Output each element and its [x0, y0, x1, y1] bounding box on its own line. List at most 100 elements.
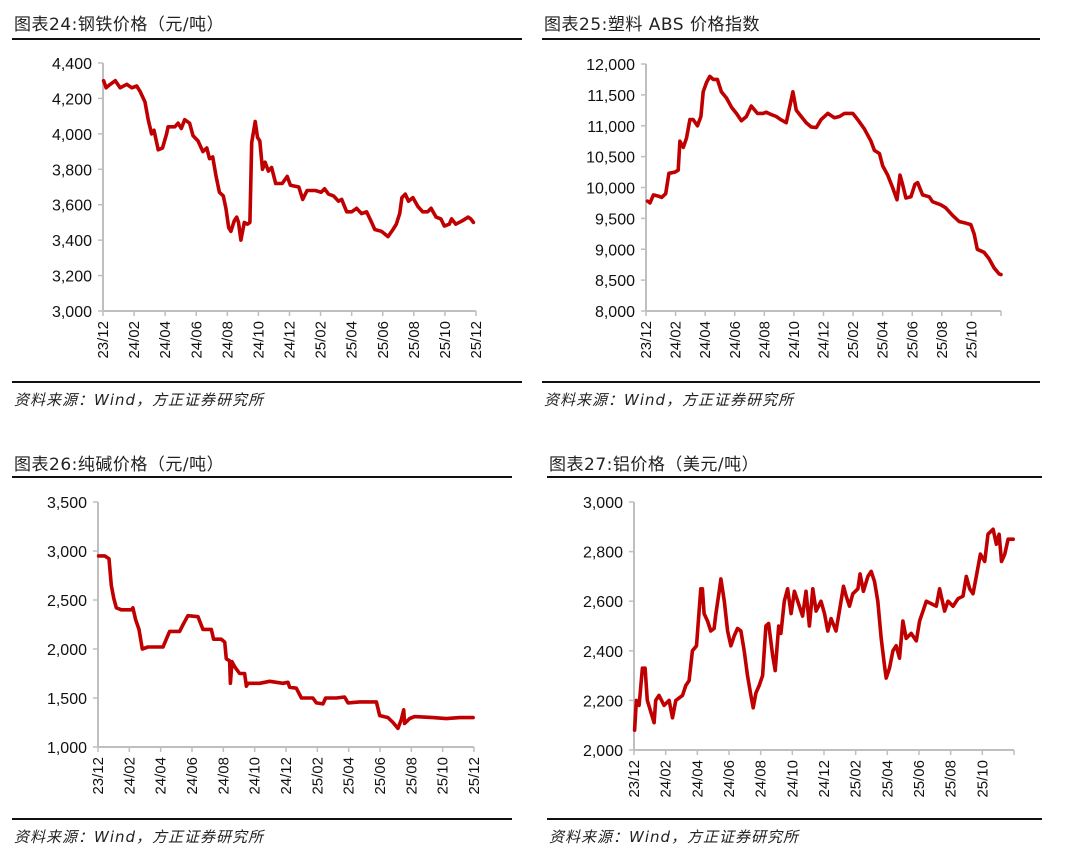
- chart-26-x-tick-label: 25/12: [466, 757, 483, 795]
- chart-26-x-tick-label: 24/04: [153, 757, 170, 795]
- chart-24-y-tick-label: 3,600: [52, 198, 92, 215]
- chart-25-x-tick-label: 24/04: [697, 321, 714, 359]
- chart-25-y-tick-label: 12,000: [586, 57, 635, 74]
- chart-26-y-tick-label: 2,000: [47, 642, 87, 659]
- chart-25-x-tick-label: 25/06: [904, 321, 921, 359]
- chart-25-x-tick-label: 25/02: [845, 321, 862, 359]
- chart-27-x-tick-label: 24/10: [784, 760, 801, 798]
- chart-27-x-tick-label: 24/12: [816, 760, 833, 798]
- chart-26-x-tick-label: 25/04: [341, 757, 358, 795]
- chart-27-source: 资料来源：Wind，方正证券研究所: [549, 828, 800, 846]
- chart-25-x-tick-label: 24/06: [727, 321, 744, 359]
- chart-27-top-rule: [547, 476, 1042, 478]
- chart-26-top-rule: [12, 476, 512, 478]
- chart-26-x-tick-label: 23/12: [90, 757, 107, 795]
- chart-24-x-tick-label: 24/10: [250, 321, 267, 359]
- chart-24-x-tick-label: 25/06: [375, 321, 392, 359]
- chart-25-y-tick-label: 8,000: [595, 304, 635, 321]
- chart-25-x-tick-label: 24/08: [756, 321, 773, 359]
- chart-24-title: 图表24:钢铁价格（元/吨）: [14, 15, 225, 35]
- chart-26-bottom-rule: [12, 818, 512, 820]
- chart-24-x-tick-label: 24/04: [157, 321, 174, 359]
- chart-25-x-tick-label: 24/02: [668, 321, 685, 359]
- chart-24-series-line: [101, 78, 476, 242]
- chart-27-x-tick-label: 25/04: [879, 760, 896, 798]
- chart-24-x-tick-label: 25/02: [313, 321, 330, 359]
- chart-27-x-tick-label: 24/02: [658, 760, 675, 798]
- chart-27-y-tick-label: 2,400: [583, 644, 623, 661]
- chart-26-source: 资料来源：Wind，方正证券研究所: [14, 828, 265, 846]
- chart-24-x-tick-label: 23/12: [95, 321, 112, 359]
- chart-27-x-tick-label: 25/02: [848, 760, 865, 798]
- chart-26-x-tick-label: 24/08: [215, 757, 232, 795]
- chart-27-y-tick-label: 2,000: [583, 743, 623, 760]
- chart-26-x-tick-label: 24/12: [278, 757, 295, 795]
- chart-27-series-line: [632, 527, 1015, 732]
- chart-26-x-tick-label: 25/02: [309, 757, 326, 795]
- chart-24-top-rule: [12, 38, 522, 40]
- chart-26-title: 图表26:纯碱价格（元/吨）: [14, 455, 225, 475]
- chart-24-y-tick-label: 4,000: [52, 127, 92, 144]
- chart-25-x-tick-label: 25/04: [875, 321, 892, 359]
- chart-25-y-tick-label: 9,000: [595, 242, 635, 259]
- chart-24-x-tick-label: 25/10: [437, 321, 454, 359]
- chart-24-bottom-rule: [12, 381, 522, 383]
- chart-24-y-tick-label: 4,200: [52, 91, 92, 108]
- chart-25-y-tick-label: 11,000: [587, 119, 635, 136]
- chart-25-y-tick-label: 10,000: [586, 181, 635, 198]
- chart-24-x-tick-label: 25/08: [406, 321, 423, 359]
- chart-27-y-tick-label: 2,200: [583, 693, 623, 710]
- chart-27-title: 图表27:铝价格（美元/吨）: [549, 455, 760, 475]
- chart-24-y-tick-label: 4,400: [52, 56, 92, 73]
- chart-25-x-tick-label: 24/10: [786, 321, 803, 359]
- chart-25-top-rule: [542, 38, 1040, 40]
- chart-24-x-tick-label: 24/08: [219, 321, 236, 359]
- chart-24-x-tick-label: 24/06: [188, 321, 205, 359]
- chart-26-x-tick-label: 24/06: [184, 757, 201, 795]
- chart-25-y-tick-label: 8,500: [595, 273, 635, 290]
- chart-24-x-tick-label: 25/12: [468, 321, 485, 359]
- chart-27-x-tick-label: 25/06: [911, 760, 928, 798]
- chart-27-x-tick-label: 23/12: [626, 760, 643, 798]
- chart-27-x-tick-label: 25/08: [943, 760, 960, 798]
- chart-26-x-tick-label: 24/10: [247, 757, 264, 795]
- chart-25-y-tick-label: 9,500: [595, 211, 635, 228]
- chart-24-y-tick-label: 3,400: [52, 233, 92, 250]
- chart-26-y-tick-label: 1,000: [47, 740, 87, 757]
- chart-26-x-tick-label: 25/10: [435, 757, 452, 795]
- chart-27-x-tick-label: 24/04: [689, 760, 706, 798]
- chart-25-x-tick-label: 25/10: [963, 321, 980, 359]
- chart-26-y-tick-label: 3,500: [47, 495, 87, 512]
- chart-27-x-tick-label: 24/06: [721, 760, 738, 798]
- chart-26-x-tick-label: 25/06: [372, 757, 389, 795]
- chart-26-y-tick-label: 3,000: [47, 544, 87, 561]
- chart-25-title: 图表25:塑料 ABS 价格指数: [544, 15, 760, 35]
- chart-25-bottom-rule: [542, 381, 1040, 383]
- chart-27-y-tick-label: 3,000: [583, 495, 623, 512]
- chart-25-y-tick-label: 11,500: [587, 88, 635, 105]
- chart-24-y-tick-label: 3,200: [52, 269, 92, 286]
- chart-25-y-tick-label: 10,500: [586, 150, 635, 167]
- chart-24-x-tick-label: 25/04: [344, 321, 361, 359]
- chart-27-y-tick-label: 2,600: [583, 594, 623, 611]
- chart-26-x-tick-label: 24/02: [121, 757, 138, 795]
- chart-24-source: 资料来源：Wind，方正证券研究所: [14, 391, 265, 409]
- chart-27-bottom-rule: [547, 818, 1042, 820]
- chart-25-x-tick-label: 23/12: [638, 321, 655, 359]
- chart-26-x-tick-label: 25/08: [403, 757, 420, 795]
- chart-26-series-line: [96, 554, 475, 731]
- chart-25-source: 资料来源：Wind，方正证券研究所: [544, 391, 795, 409]
- chart-25-x-tick-label: 24/12: [816, 321, 833, 359]
- chart-27-y-tick-label: 2,800: [583, 545, 623, 562]
- chart-26-y-tick-label: 1,500: [47, 691, 87, 708]
- chart-25-x-tick-label: 25/08: [934, 321, 951, 359]
- chart-27-x-tick-label: 25/10: [974, 760, 991, 798]
- chart-24-x-tick-label: 24/02: [126, 321, 143, 359]
- chart-24-y-tick-label: 3,800: [52, 162, 92, 179]
- chart-25-series-line: [645, 74, 1003, 277]
- chart-26-y-tick-label: 2,500: [47, 593, 87, 610]
- chart-24-y-tick-label: 3,000: [52, 304, 92, 321]
- chart-27-x-tick-label: 24/08: [753, 760, 770, 798]
- chart-24-x-tick-label: 24/12: [282, 321, 299, 359]
